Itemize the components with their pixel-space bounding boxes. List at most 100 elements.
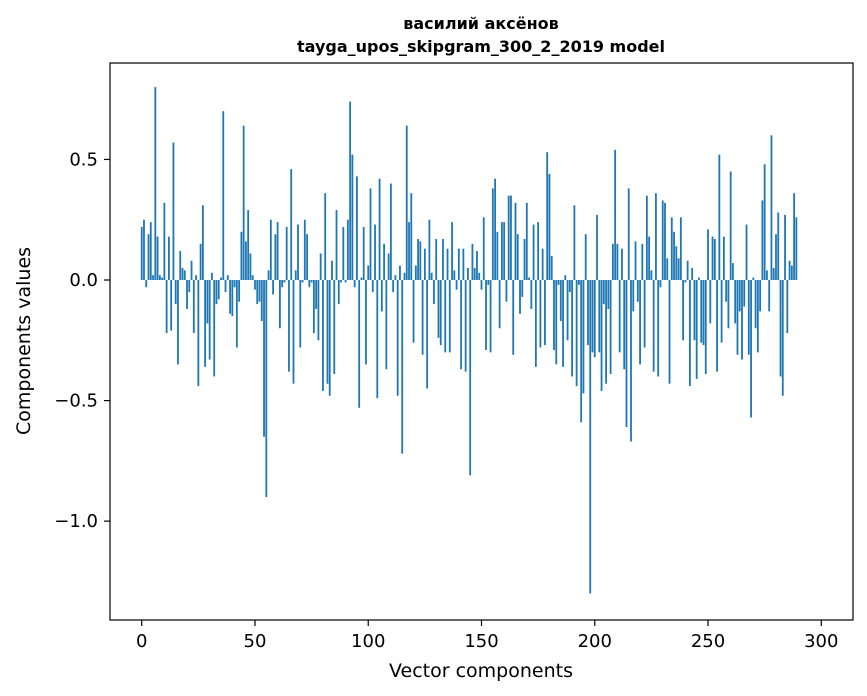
bar-247 bbox=[700, 280, 703, 343]
bar-162 bbox=[507, 195, 510, 281]
bar-34 bbox=[217, 280, 220, 300]
bar-229 bbox=[659, 280, 662, 288]
bar-221 bbox=[641, 243, 644, 281]
bar-3 bbox=[147, 234, 150, 281]
bar-38 bbox=[226, 275, 229, 281]
bar-255 bbox=[718, 154, 721, 281]
bar-257 bbox=[722, 236, 725, 281]
bar-81 bbox=[324, 193, 327, 281]
bar-202 bbox=[598, 280, 601, 353]
bar-11 bbox=[165, 280, 168, 334]
bar-92 bbox=[349, 101, 352, 281]
bar-141 bbox=[460, 280, 463, 370]
bar-252 bbox=[711, 236, 714, 281]
bar-214 bbox=[625, 280, 628, 428]
bar-15 bbox=[174, 280, 177, 305]
bar-177 bbox=[541, 248, 544, 281]
bar-272 bbox=[756, 280, 759, 353]
bar-104 bbox=[376, 280, 379, 399]
bar-95 bbox=[356, 176, 358, 281]
bar-71 bbox=[301, 280, 304, 283]
bar-233 bbox=[668, 280, 671, 384]
bar-213 bbox=[623, 280, 626, 370]
bar-164 bbox=[512, 280, 515, 355]
bar-203 bbox=[600, 280, 603, 391]
bar-50 bbox=[254, 280, 256, 290]
bar-265 bbox=[741, 280, 743, 360]
x-tick-label: 100 bbox=[351, 631, 385, 652]
bar-111 bbox=[392, 280, 395, 293]
bar-118 bbox=[408, 222, 410, 281]
bar-210 bbox=[616, 243, 619, 281]
bar-193 bbox=[578, 280, 580, 285]
bar-83 bbox=[328, 280, 331, 396]
bar-156 bbox=[494, 178, 496, 281]
bar-105 bbox=[378, 178, 381, 281]
bar-163 bbox=[510, 195, 512, 281]
bar-70 bbox=[299, 280, 302, 348]
bar-96 bbox=[358, 280, 361, 408]
bar-279 bbox=[772, 267, 775, 281]
bar-209 bbox=[614, 149, 617, 281]
bar-243 bbox=[691, 267, 694, 281]
bar-206 bbox=[607, 280, 610, 309]
bar-181 bbox=[550, 255, 553, 281]
bar-87 bbox=[337, 280, 340, 305]
x-tick-label: 250 bbox=[691, 631, 725, 652]
bar-54 bbox=[263, 280, 265, 437]
bar-234 bbox=[670, 217, 673, 281]
bar-242 bbox=[689, 280, 691, 387]
bar-102 bbox=[371, 280, 374, 293]
bar-2 bbox=[145, 280, 148, 288]
bar-17 bbox=[179, 251, 182, 281]
bar-42 bbox=[235, 280, 238, 348]
bar-147 bbox=[473, 267, 476, 281]
bar-114 bbox=[399, 265, 401, 281]
bar-128 bbox=[430, 272, 433, 281]
bar-152 bbox=[485, 280, 487, 350]
bar-263 bbox=[736, 280, 739, 355]
bar-172 bbox=[530, 280, 533, 309]
bar-282 bbox=[779, 280, 782, 377]
bar-78 bbox=[317, 280, 320, 341]
bar-166 bbox=[516, 234, 519, 281]
bar-136 bbox=[448, 280, 451, 353]
bar-108 bbox=[385, 280, 388, 370]
bar-276 bbox=[766, 270, 768, 281]
bar-169 bbox=[523, 239, 526, 281]
bar-82 bbox=[326, 280, 329, 384]
bar-167 bbox=[519, 280, 521, 314]
bar-66 bbox=[290, 169, 293, 281]
bar-119 bbox=[410, 193, 413, 281]
bar-277 bbox=[768, 280, 771, 312]
bar-0 bbox=[140, 226, 143, 281]
bar-259 bbox=[727, 280, 730, 329]
bar-270 bbox=[752, 277, 755, 281]
bar-139 bbox=[455, 280, 458, 290]
bar-80 bbox=[322, 280, 324, 391]
bar-138 bbox=[453, 270, 456, 281]
bar-196 bbox=[584, 234, 587, 281]
bar-205 bbox=[605, 280, 607, 384]
bar-30 bbox=[208, 280, 211, 360]
bar-183 bbox=[555, 280, 558, 365]
bar-168 bbox=[521, 280, 524, 297]
bar-101 bbox=[369, 188, 372, 281]
bar-236 bbox=[675, 246, 678, 281]
y-tick-label: −0.5 bbox=[54, 391, 98, 412]
bar-269 bbox=[750, 280, 752, 418]
bar-121 bbox=[414, 265, 417, 281]
bar-146 bbox=[471, 243, 474, 281]
bar-186 bbox=[562, 280, 564, 367]
bar-5 bbox=[152, 275, 154, 281]
bar-158 bbox=[498, 280, 501, 329]
bar-51 bbox=[256, 280, 259, 305]
bar-256 bbox=[720, 280, 723, 343]
bar-230 bbox=[661, 200, 664, 281]
plot-frame bbox=[109, 62, 854, 621]
bar-175 bbox=[537, 222, 540, 281]
bar-174 bbox=[534, 280, 537, 367]
bar-26 bbox=[199, 243, 202, 281]
bar-98 bbox=[362, 226, 365, 281]
bar-285 bbox=[786, 280, 789, 334]
